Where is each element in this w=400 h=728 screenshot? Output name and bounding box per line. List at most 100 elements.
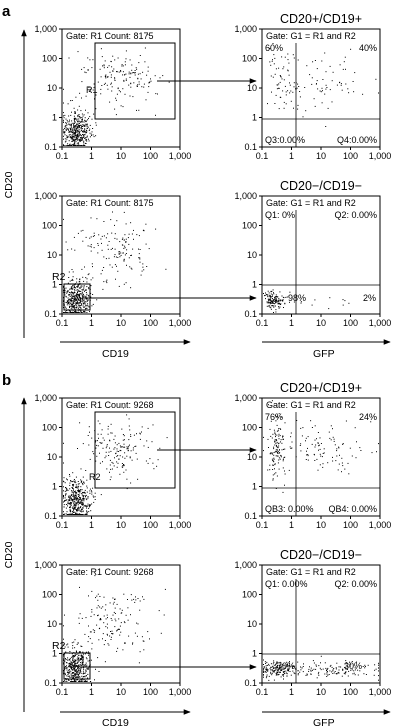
event-dot bbox=[75, 514, 77, 515]
event-dot bbox=[89, 128, 91, 130]
event-dot bbox=[124, 254, 126, 256]
event-dot bbox=[72, 307, 74, 309]
event-dot bbox=[75, 482, 77, 484]
event-dot bbox=[70, 312, 72, 313]
event-dot bbox=[276, 446, 278, 448]
event-dot bbox=[80, 468, 82, 470]
event-dot bbox=[292, 670, 294, 672]
event-dot bbox=[64, 291, 66, 293]
event-dot bbox=[65, 301, 67, 303]
event-dot bbox=[280, 304, 281, 305]
y-tick-label: 100 bbox=[42, 54, 57, 64]
event-dot bbox=[97, 243, 99, 244]
event-dot bbox=[86, 681, 87, 682]
event-dot bbox=[83, 664, 85, 666]
quadrant-lower-left: QB3: 0.00% bbox=[265, 504, 314, 514]
event-dot bbox=[125, 469, 127, 471]
event-dot bbox=[93, 496, 95, 498]
event-dot bbox=[82, 289, 84, 291]
event-dot bbox=[271, 91, 272, 93]
event-dot bbox=[103, 615, 105, 617]
event-dot bbox=[288, 669, 290, 671]
event-dot bbox=[283, 307, 284, 308]
event-dot bbox=[277, 671, 279, 673]
event-dot bbox=[266, 674, 268, 676]
event-dot bbox=[79, 139, 81, 141]
event-dot bbox=[73, 681, 75, 682]
event-dot bbox=[64, 660, 66, 662]
event-dot bbox=[81, 508, 82, 510]
event-dot bbox=[273, 312, 274, 313]
event-dot bbox=[71, 291, 72, 293]
event-dot bbox=[155, 228, 157, 230]
event-dot bbox=[118, 90, 120, 92]
event-dot bbox=[119, 445, 121, 447]
event-dot bbox=[64, 134, 66, 136]
event-dot bbox=[274, 669, 276, 671]
event-dot bbox=[79, 293, 81, 295]
event-dot bbox=[73, 665, 75, 667]
event-dot bbox=[72, 276, 74, 278]
event-dot bbox=[79, 138, 81, 140]
event-dot bbox=[268, 447, 269, 448]
event-dot bbox=[124, 64, 126, 66]
event-dot bbox=[77, 134, 79, 136]
event-dot bbox=[69, 484, 71, 486]
event-dot bbox=[273, 461, 275, 463]
event-dot bbox=[75, 299, 77, 301]
event-dot bbox=[73, 479, 75, 480]
event-dot bbox=[314, 460, 316, 461]
y-tick-label: 1,000 bbox=[234, 560, 257, 570]
event-dot bbox=[100, 494, 102, 496]
event-dot bbox=[111, 630, 113, 632]
event-dot bbox=[92, 487, 94, 489]
event-dot bbox=[78, 295, 80, 297]
event-dot bbox=[265, 677, 267, 679]
event-dot bbox=[81, 312, 83, 313]
event-dot bbox=[106, 282, 108, 284]
event-dot bbox=[305, 110, 307, 112]
event-dot bbox=[66, 667, 68, 669]
event-dot bbox=[75, 311, 77, 313]
event-dot bbox=[116, 93, 118, 95]
event-dot bbox=[118, 628, 120, 630]
event-dot bbox=[76, 306, 78, 308]
event-dot bbox=[296, 87, 298, 89]
event-dot bbox=[122, 65, 124, 67]
event-dot bbox=[73, 661, 74, 663]
x-tick-label: 1 bbox=[289, 520, 294, 530]
x-tick-label: 1,000 bbox=[369, 687, 392, 697]
event-dot bbox=[316, 80, 318, 82]
event-dot bbox=[72, 676, 74, 678]
event-dot bbox=[75, 492, 77, 493]
event-dot bbox=[271, 300, 273, 302]
event-dot bbox=[119, 251, 121, 253]
event-dot bbox=[371, 452, 373, 454]
event-dot bbox=[89, 136, 91, 138]
event-dot bbox=[117, 57, 119, 59]
event-dot bbox=[79, 117, 81, 119]
event-dot bbox=[157, 93, 158, 95]
event-dot bbox=[67, 657, 69, 659]
event-dot bbox=[267, 669, 269, 671]
event-dot bbox=[75, 145, 77, 146]
event-dot bbox=[80, 672, 82, 674]
event-dot bbox=[75, 503, 77, 505]
event-dot bbox=[344, 468, 346, 470]
event-dot bbox=[84, 653, 86, 655]
event-dot bbox=[76, 136, 78, 138]
event-dot bbox=[277, 303, 279, 305]
event-dot bbox=[85, 665, 87, 667]
event-dot bbox=[81, 291, 83, 293]
event-dot bbox=[278, 435, 280, 437]
event-dot bbox=[86, 136, 88, 138]
event-dot bbox=[331, 80, 333, 82]
event-dot bbox=[80, 135, 82, 137]
event-dot bbox=[289, 446, 291, 448]
event-dot bbox=[67, 643, 69, 645]
event-dot bbox=[70, 496, 72, 498]
event-dot bbox=[353, 672, 355, 674]
event-dot bbox=[105, 280, 107, 282]
event-dot bbox=[67, 499, 69, 501]
event-dot bbox=[83, 672, 84, 674]
